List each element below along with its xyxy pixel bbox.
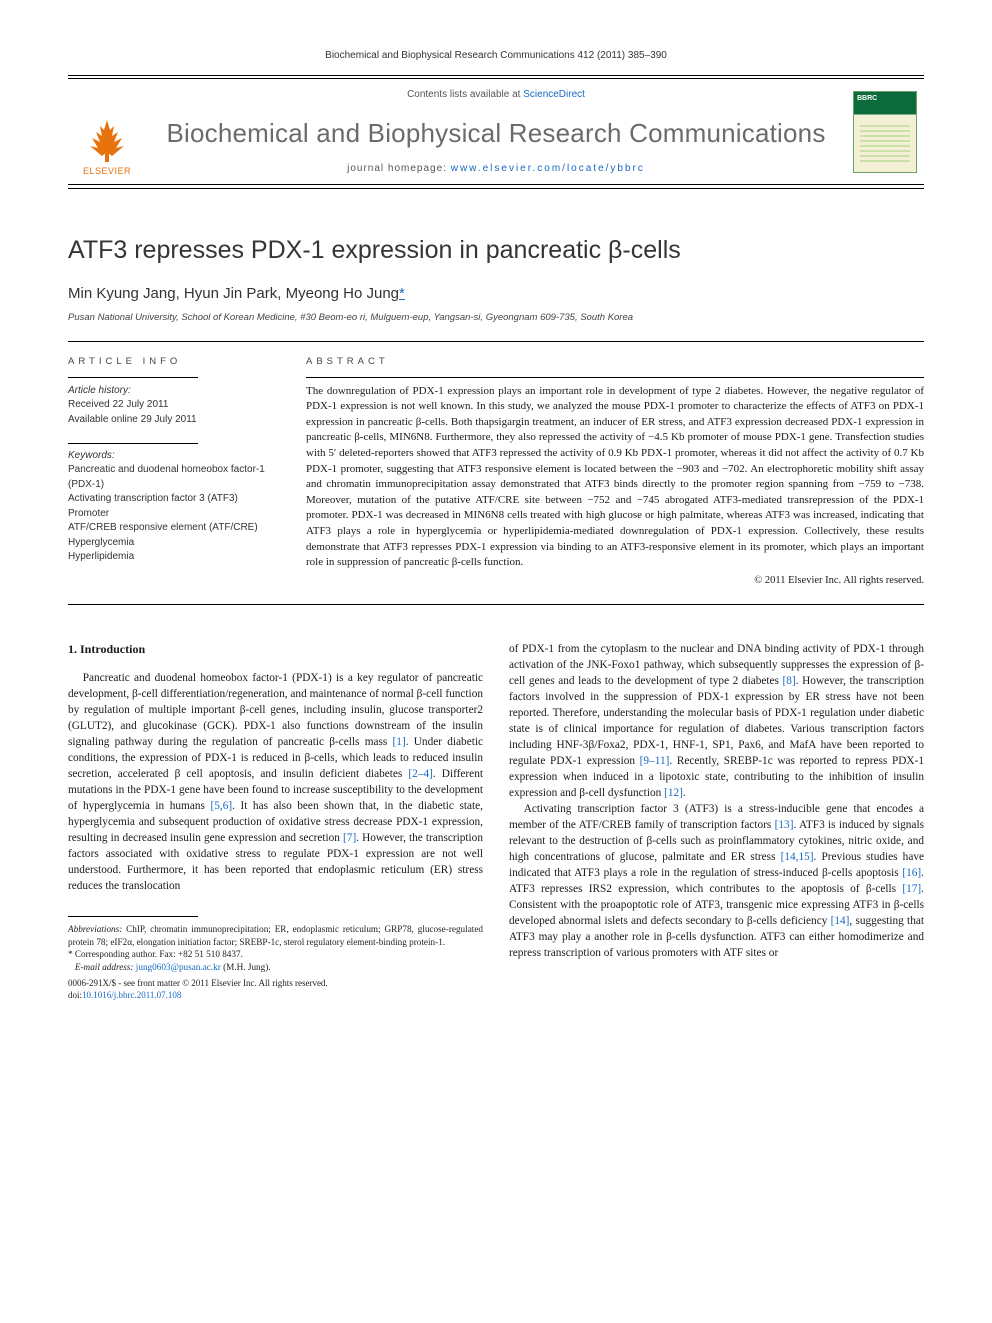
footnotes: Abbreviations: ChIP, chromatin immunopre… (68, 923, 483, 973)
homepage-line: journal homepage: www.elsevier.com/locat… (347, 163, 645, 174)
corr-marker: * (68, 949, 75, 959)
abstract-label: ABSTRACT (306, 356, 924, 367)
email-footnote: E-mail address: jung0603@pusan.ac.kr (M.… (68, 961, 483, 973)
ref-link[interactable]: [12] (664, 787, 683, 799)
ref-link[interactable]: [16] (902, 867, 921, 879)
publisher-name: ELSEVIER (83, 166, 131, 176)
publisher-block: ELSEVIER (68, 85, 146, 178)
authors-line: Min Kyung Jang, Hyun Jin Park, Myeong Ho… (68, 285, 924, 302)
masthead: ELSEVIER Contents lists available at Sci… (68, 78, 924, 185)
ref-link[interactable]: [9–11] (640, 755, 670, 767)
keywords-label: Keywords: (68, 450, 278, 461)
rule-after-masthead (68, 188, 924, 189)
homepage-prefix: journal homepage: (347, 163, 451, 174)
journal-cover-thumb (853, 91, 917, 173)
corr-label: Corresponding author. Fax: +82 51 510 84… (75, 949, 243, 959)
intro-para-2: of PDX-1 from the cytoplasm to the nucle… (509, 641, 924, 801)
abstract-copyright: © 2011 Elsevier Inc. All rights reserved… (306, 575, 924, 586)
journal-name: Biochemical and Biophysical Research Com… (166, 118, 825, 149)
abbreviations-footnote: Abbreviations: ChIP, chromatin immunopre… (68, 923, 483, 948)
keyword: Activating transcription factor 3 (ATF3) (68, 493, 238, 504)
footnotes-block: Abbreviations: ChIP, chromatin immunopre… (68, 916, 483, 973)
sciencedirect-link[interactable]: ScienceDirect (523, 89, 585, 100)
masthead-center: Contents lists available at ScienceDirec… (146, 85, 846, 178)
intro-heading: 1. Introduction (68, 641, 483, 658)
ref-link[interactable]: [5,6] (210, 800, 232, 812)
history-received: Received 22 July 2011 (68, 399, 168, 410)
keyword: Hyperglycemia (68, 537, 134, 548)
issn-line: 0006-291X/$ - see front matter © 2011 El… (68, 978, 328, 988)
intro-para-3: Activating transcription factor 3 (ATF3)… (509, 801, 924, 961)
rule-under-article-info (68, 377, 198, 378)
contents-prefix: Contents lists available at (407, 89, 523, 100)
rule-above-keywords (68, 443, 198, 444)
article-info-column: ARTICLE INFO Article history: Received 2… (68, 356, 278, 586)
article-history: Article history: Received 22 July 2011 A… (68, 384, 278, 428)
intro-para-1: Pancreatic and duodenal homeobox factor-… (68, 670, 483, 894)
doi-link[interactable]: 10.1016/j.bbrc.2011.07.108 (82, 990, 181, 1000)
article-title: ATF3 represses PDX-1 expression in pancr… (68, 237, 924, 265)
abbrev-text: ChIP, chromatin immunoprecipitation; ER,… (68, 924, 483, 946)
cover-thumb-wrap (846, 85, 924, 178)
corresponding-footnote: * Corresponding author. Fax: +82 51 510 … (68, 948, 483, 960)
authors-names: Min Kyung Jang, Hyun Jin Park, Myeong Ho… (68, 285, 399, 302)
elsevier-tree-icon (82, 116, 132, 166)
ref-link[interactable]: [13] (775, 819, 794, 831)
keyword: Promoter (68, 508, 109, 519)
corr-email-link[interactable]: jung0603@pusan.ac.kr (136, 962, 221, 972)
history-label: Article history: (68, 385, 131, 396)
ref-link[interactable]: [8] (783, 675, 796, 687)
asterisk-icon: * (399, 285, 405, 302)
ref-link[interactable]: [17] (902, 883, 921, 895)
abstract-text: The downregulation of PDX-1 expression p… (306, 384, 924, 571)
contents-line: Contents lists available at ScienceDirec… (407, 89, 585, 100)
abstract-column: ABSTRACT The downregulation of PDX-1 exp… (306, 356, 924, 586)
keyword: ATF/CREB responsive element (ATF/CRE) (68, 522, 258, 533)
abbrev-label: Abbreviations: (68, 924, 122, 934)
keyword: Pancreatic and duodenal homeobox factor-… (68, 464, 265, 490)
history-online: Available online 29 July 2011 (68, 414, 197, 425)
keywords-list: Pancreatic and duodenal homeobox factor-… (68, 463, 278, 565)
keyword: Hyperlipidemia (68, 551, 134, 562)
ref-link[interactable]: [14] (831, 915, 850, 927)
rule-top (68, 75, 924, 76)
rule-under-abstract-label (306, 377, 924, 378)
ref-link[interactable]: [14,15] (781, 851, 814, 863)
ref-link[interactable]: [2–4] (408, 768, 432, 780)
corresponding-marker-link[interactable]: * (399, 285, 405, 302)
running-head: Biochemical and Biophysical Research Com… (68, 50, 924, 61)
meta-abstract-block: ARTICLE INFO Article history: Received 2… (68, 341, 924, 605)
page-root: Biochemical and Biophysical Research Com… (0, 0, 992, 1041)
affiliation: Pusan National University, School of Kor… (68, 312, 924, 323)
ref-link[interactable]: [7] (343, 832, 356, 844)
homepage-link[interactable]: www.elsevier.com/locate/ybbrc (451, 163, 645, 174)
body-columns: 1. Introduction Pancreatic and duodenal … (68, 641, 924, 973)
article-info-label: ARTICLE INFO (68, 356, 278, 367)
ref-link[interactable]: [1] (393, 736, 406, 748)
doi-label: doi: (68, 990, 82, 1000)
email-label: E-mail address: (75, 962, 134, 972)
corr-who: (M.H. Jung). (221, 962, 271, 972)
page-footer: 0006-291X/$ - see front matter © 2011 El… (68, 977, 924, 1001)
rule-footnotes (68, 916, 198, 917)
